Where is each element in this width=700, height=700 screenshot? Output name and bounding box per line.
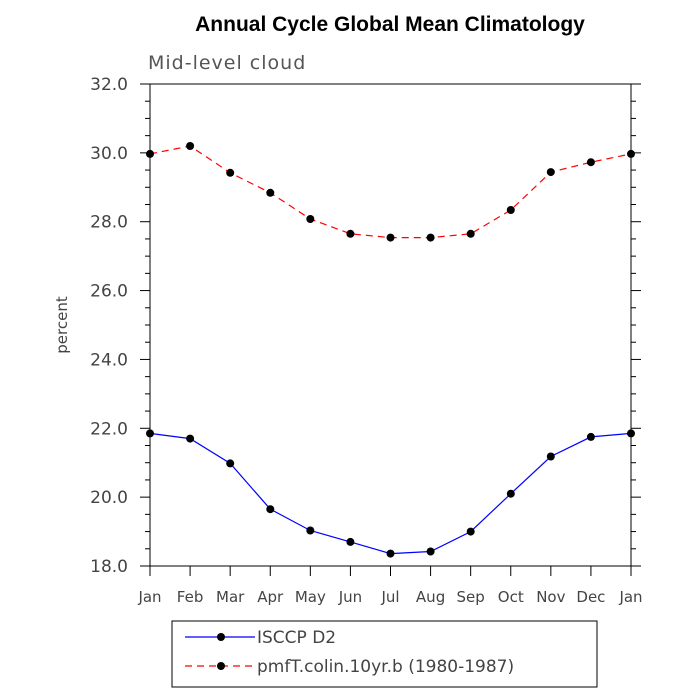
data-point: [306, 215, 315, 223]
x-tick-label: May: [295, 588, 326, 606]
y-tick-label: 20.0: [90, 488, 128, 508]
x-tick-label: Nov: [536, 588, 565, 606]
legend-label-isccp: ISCCP D2: [257, 628, 336, 648]
series-0: [146, 429, 635, 558]
data-point: [506, 489, 515, 498]
x-tick-label: Jan: [137, 588, 161, 606]
data-point: [386, 549, 395, 558]
y-tick-label: 22.0: [90, 419, 128, 439]
y-tick-label: 32.0: [90, 75, 128, 95]
axes: 18.0 20.0 22.0 24.0 26.0 28.0 30.0 32.0 Jan Feb Ma…: [90, 75, 642, 606]
data-point: [506, 206, 515, 214]
data-point: [226, 459, 235, 468]
data-point: [466, 527, 475, 536]
data-point: [546, 452, 555, 461]
data-point: [146, 149, 154, 158]
data-point: [186, 142, 195, 150]
series-line: [149, 432, 632, 555]
x-tick-label: Jan: [618, 588, 642, 606]
series-1: [146, 142, 635, 242]
plot-frame: [149, 83, 632, 567]
series-layer: [146, 142, 635, 558]
y-tick-label: 18.0: [90, 557, 128, 577]
y-tick-label: 26.0: [90, 282, 128, 302]
x-tick-label: Jun: [338, 588, 362, 606]
x-tick-label: Dec: [576, 588, 605, 606]
data-point: [586, 158, 595, 167]
y-tick-label: 24.0: [90, 350, 128, 370]
x-tick-label: Mar: [216, 588, 245, 606]
legend-marker-model: [217, 662, 225, 670]
data-point: [266, 188, 275, 197]
data-point: [586, 432, 595, 441]
data-point: [346, 537, 355, 546]
data-point: [466, 229, 475, 238]
data-point: [146, 429, 154, 438]
x-tick-label: Jul: [380, 588, 399, 606]
data-point: [627, 149, 635, 158]
x-tick-label: Aug: [416, 588, 445, 606]
series-line: [149, 145, 632, 239]
legend: ISCCP D2 pmfT.colin.10yr.b (1980-1987): [171, 620, 598, 688]
x-tick-label: Sep: [457, 588, 485, 606]
legend-label-model: pmfT.colin.10yr.b (1980-1987): [257, 657, 514, 677]
chart-title: Annual Cycle Global Mean Climatology: [195, 13, 585, 36]
y-axis-label: percent: [53, 296, 71, 354]
data-point: [546, 168, 555, 177]
x-tick-label: Oct: [498, 588, 524, 606]
data-point: [627, 429, 635, 438]
data-point: [266, 505, 275, 514]
legend-marker-isccp: [217, 633, 225, 641]
legend-box: [171, 620, 598, 688]
data-point: [306, 526, 315, 535]
data-point: [426, 547, 435, 556]
data-point: [426, 233, 435, 242]
y-tick-label: 30.0: [90, 144, 128, 164]
data-point: [186, 434, 195, 443]
chart-subtitle: Mid-level cloud: [148, 52, 306, 74]
x-tick-label: Feb: [177, 588, 204, 606]
data-point: [346, 229, 355, 238]
data-point: [226, 168, 235, 177]
x-tick-label: Apr: [257, 588, 284, 606]
y-tick-label: 28.0: [90, 213, 128, 233]
data-point: [386, 233, 395, 242]
